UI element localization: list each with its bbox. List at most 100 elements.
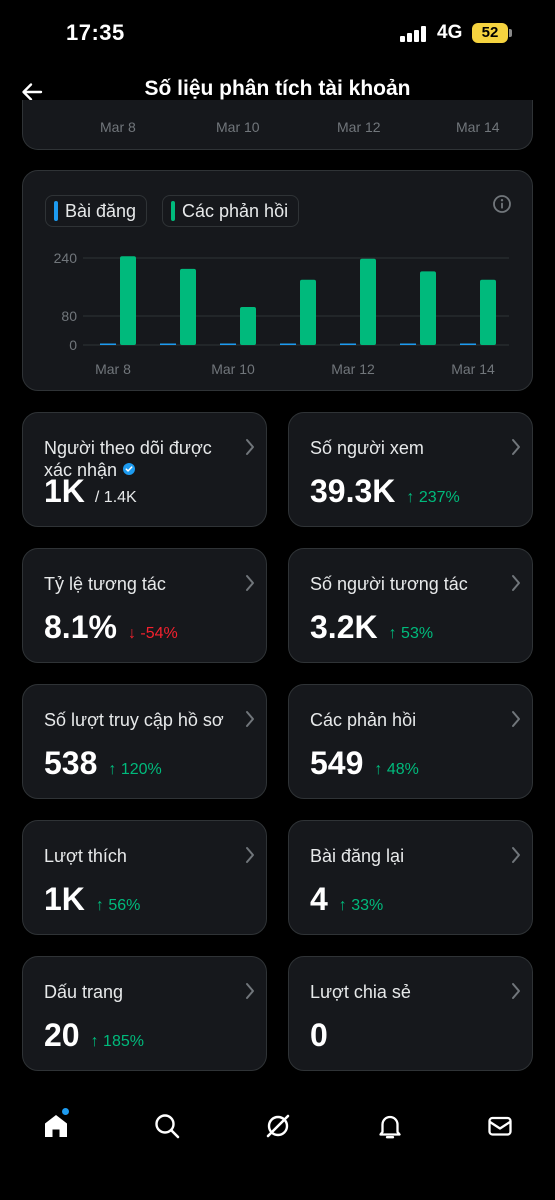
metric-label: Lượt chia sẻ — [310, 981, 500, 1003]
nav-grok[interactable] — [256, 1104, 300, 1148]
metric-label: Tỷ lệ tương tác — [44, 573, 234, 595]
metric-value: 549 — [310, 745, 363, 782]
metric-value: 1K — [44, 881, 85, 918]
x-tick-label: Mar 14 — [456, 119, 500, 135]
chevron-right-icon — [244, 437, 256, 457]
metric-value: 538 — [44, 745, 97, 782]
metric-card[interactable]: Số người xem 39.3K ↑ 237% — [288, 412, 533, 527]
metric-value: 1K — [44, 473, 85, 510]
network-type: 4G — [437, 22, 462, 44]
metric-label-text: Bài đăng lại — [310, 846, 404, 866]
metric-value: 39.3K — [310, 473, 395, 510]
metric-label: Lượt thích — [44, 845, 234, 867]
metric-card[interactable]: Số người tương tác 3.2K ↑ 53% — [288, 548, 533, 663]
metric-label-text: Dấu trang — [44, 982, 123, 1002]
metric-label-text: Lượt thích — [44, 846, 127, 866]
nav-home[interactable] — [34, 1104, 78, 1148]
x-tick-label: Mar 8 — [95, 361, 131, 377]
bar-posts — [400, 344, 416, 346]
metric-value-row: 39.3K ↑ 237% — [310, 473, 460, 510]
metric-change: ↑ 185% — [91, 1033, 144, 1051]
bar-replies — [360, 259, 376, 345]
bar-posts — [100, 344, 116, 346]
metric-card[interactable]: Dấu trang 20 ↑ 185% — [22, 956, 267, 1071]
battery-icon — [509, 29, 512, 37]
chevron-right-icon — [510, 845, 522, 865]
metric-value: 4 — [310, 881, 328, 918]
metric-value: 0 — [310, 1017, 328, 1054]
metric-value-row: 3.2K ↑ 53% — [310, 609, 433, 646]
metric-card[interactable]: Tỷ lệ tương tác 8.1% ↓ -54% — [22, 548, 267, 663]
chevron-right-icon — [244, 845, 256, 865]
metric-value: 3.2K — [310, 609, 378, 646]
x-tick-label: Mar 10 — [216, 119, 260, 135]
metric-change: ↑ 120% — [108, 761, 161, 779]
metric-label-text: Số người xem — [310, 438, 424, 458]
metric-label-text: Tỷ lệ tương tác — [44, 574, 166, 594]
y-tick-label: 0 — [69, 337, 77, 353]
search-icon — [153, 1112, 181, 1140]
metric-change: ↓ -54% — [128, 625, 178, 643]
page-title: Số liệu phân tích tài khoản — [0, 77, 555, 101]
nav-notifications[interactable] — [368, 1104, 412, 1148]
signal-icon — [400, 26, 428, 42]
metric-label-text: Số lượt truy cập hồ sơ — [44, 710, 224, 730]
metric-value-row: 549 ↑ 48% — [310, 745, 419, 782]
chevron-right-icon — [244, 709, 256, 729]
metric-change: ↑ 33% — [339, 897, 383, 915]
chevron-right-icon — [510, 573, 522, 593]
grok-icon — [264, 1112, 292, 1140]
metric-change: ↑ 237% — [406, 489, 459, 507]
bar-replies — [240, 307, 256, 345]
nav-search[interactable] — [145, 1104, 189, 1148]
metric-value: 8.1% — [44, 609, 117, 646]
x-tick-label: Mar 10 — [211, 361, 255, 377]
chevron-right-icon — [244, 573, 256, 593]
bar-posts — [160, 344, 176, 346]
metric-value-row: 0 — [310, 1017, 328, 1054]
metric-value: 20 — [44, 1017, 80, 1054]
notifications-icon — [376, 1112, 404, 1140]
metric-label: Số người tương tác — [310, 573, 500, 595]
metric-label: Số lượt truy cập hồ sơ — [44, 709, 234, 731]
bar-replies — [120, 256, 136, 345]
bar-posts — [280, 344, 296, 346]
metric-change: ↑ 48% — [374, 761, 418, 779]
metric-label-text: Số người tương tác — [310, 574, 468, 594]
metric-label: Bài đăng lại — [310, 845, 500, 867]
previous-chart-card: Mar 8 Mar 10 Mar 12 Mar 14 — [22, 100, 533, 150]
chevron-right-icon — [510, 709, 522, 729]
x-tick-label: Mar 12 — [331, 361, 375, 377]
metric-change: ↑ 53% — [389, 625, 433, 643]
notification-dot — [62, 1108, 69, 1115]
x-tick-label: Mar 8 — [100, 119, 136, 135]
x-tick-label: Mar 12 — [337, 119, 381, 135]
metric-card[interactable]: Các phản hồi 549 ↑ 48% — [288, 684, 533, 799]
messages-icon — [486, 1112, 514, 1140]
metric-value-row: 1K ↑ 56% — [44, 881, 140, 918]
metric-card[interactable]: Lượt chia sẻ 0 — [288, 956, 533, 1071]
bar-replies — [420, 271, 436, 345]
metric-card[interactable]: Bài đăng lại 4 ↑ 33% — [288, 820, 533, 935]
metric-label: Số người xem — [310, 437, 500, 459]
metric-label-text: Các phản hồi — [310, 710, 416, 730]
chevron-right-icon — [510, 981, 522, 1001]
metric-value-row: 20 ↑ 185% — [44, 1017, 144, 1054]
metric-value-row: 4 ↑ 33% — [310, 881, 383, 918]
chevron-right-icon — [510, 437, 522, 457]
metric-total: / 1.4K — [95, 489, 137, 507]
status-time: 17:35 — [66, 20, 125, 46]
metric-label: Dấu trang — [44, 981, 234, 1003]
metric-card[interactable]: Lượt thích 1K ↑ 56% — [22, 820, 267, 935]
posts-replies-chart-card: Bài đăng Các phản hồi 240 80 0 Mar 8 Mar 10 M… — [22, 170, 533, 391]
nav-messages[interactable] — [478, 1104, 522, 1148]
y-tick-label: 80 — [61, 308, 77, 324]
bar-posts — [220, 344, 236, 346]
chevron-right-icon — [244, 981, 256, 1001]
metric-card[interactable]: Người theo dõi được xác nhận 1K / 1.4K — [22, 412, 267, 527]
bar-replies — [300, 280, 316, 345]
battery-level: 52 — [472, 23, 508, 43]
metric-card[interactable]: Số lượt truy cập hồ sơ 538 ↑ 120% — [22, 684, 267, 799]
status-bar: 17:35 4G 52 — [0, 0, 555, 66]
y-tick-label: 240 — [54, 250, 78, 266]
